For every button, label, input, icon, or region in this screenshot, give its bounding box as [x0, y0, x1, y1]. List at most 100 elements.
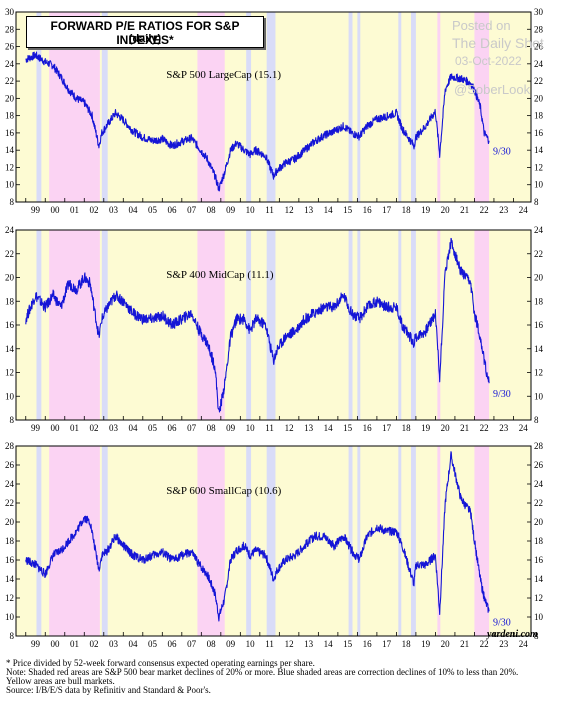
y-tick-label: 20: [5, 273, 15, 283]
bear-shading: [197, 230, 225, 420]
y-tick-label: 28: [5, 441, 15, 451]
x-tick-label: 20: [441, 639, 451, 649]
y-tick-label: 12: [534, 593, 543, 603]
x-tick-label: 22: [480, 205, 489, 215]
y-tick-label: 18: [534, 296, 544, 306]
x-tick-label: 09: [226, 205, 236, 215]
y-tick-label: 20: [5, 93, 15, 103]
x-tick-label: 24: [519, 423, 529, 433]
x-tick-label: 14: [324, 423, 334, 433]
y-tick-label: 24: [5, 479, 15, 489]
y-tick-label: 22: [534, 498, 543, 508]
x-tick-label: 24: [519, 639, 529, 649]
panel-3: 8 8 10 10 12 12 14 14 16 16 18 18 20 20 22 22 24 24 26 26 28…: [5, 441, 544, 649]
correction-shading: [246, 446, 252, 636]
correction-shading: [348, 446, 353, 636]
y-tick-label: 24: [534, 225, 544, 235]
correction-shading: [411, 12, 416, 202]
x-tick-label: 16: [363, 423, 373, 433]
correction-shading: [266, 446, 276, 636]
footnote-3: Yellow areas are bull markets.: [6, 676, 115, 686]
x-tick-label: 07: [187, 423, 197, 433]
x-tick-label: 01: [70, 205, 79, 215]
x-tick-label: 13: [304, 423, 314, 433]
correction-shading: [101, 230, 108, 420]
x-tick-label: 16: [363, 205, 373, 215]
correction-shading: [348, 12, 353, 202]
x-tick-label: 17: [382, 205, 392, 215]
x-tick-label: 99: [31, 205, 41, 215]
y-tick-label: 22: [5, 249, 14, 259]
y-tick-label: 14: [5, 344, 15, 354]
y-tick-label: 22: [534, 249, 543, 259]
correction-shading: [246, 12, 252, 202]
x-tick-label: 19: [421, 639, 431, 649]
x-tick-label: 08: [207, 205, 217, 215]
y-tick-label: 18: [534, 536, 544, 546]
x-tick-label: 12: [285, 639, 294, 649]
watermark-handle: @SoberLook: [454, 82, 531, 97]
y-tick-label: 16: [5, 320, 15, 330]
end-date-label: 9/30: [493, 147, 511, 158]
series-label: S&P 400 MidCap (11.1): [166, 269, 274, 281]
panel-2: 8 8 10 10 12 12 14 14 16 16 18 18 20 20 22 22 24 24 99 00 01…: [5, 225, 544, 433]
y-tick-label: 10: [5, 391, 15, 401]
correction-shading: [36, 12, 42, 202]
watermark-posted: Posted on: [452, 18, 511, 33]
x-tick-label: 01: [70, 639, 79, 649]
x-tick-label: 13: [304, 205, 314, 215]
y-tick-label: 12: [5, 593, 14, 603]
y-tick-label: 16: [5, 555, 15, 565]
chart-title: FORWARD P/E RATIOS FOR S&P INDEXES*: [50, 19, 240, 47]
correction-shading: [348, 230, 353, 420]
x-tick-label: 07: [187, 205, 197, 215]
y-tick-label: 28: [534, 441, 544, 451]
x-tick-label: 15: [343, 205, 353, 215]
x-tick-label: 17: [382, 639, 392, 649]
x-tick-label: 99: [31, 423, 41, 433]
y-tick-label: 12: [534, 368, 543, 378]
correction-shading: [266, 12, 276, 202]
x-tick-label: 08: [207, 423, 217, 433]
y-tick-label: 24: [534, 59, 544, 69]
x-tick-label: 06: [168, 205, 178, 215]
bear-shading: [437, 12, 441, 202]
y-tick-label: 14: [5, 145, 15, 155]
x-tick-label: 09: [226, 423, 236, 433]
x-tick-label: 03: [109, 639, 119, 649]
y-tick-label: 20: [5, 517, 15, 527]
x-tick-label: 22: [480, 639, 489, 649]
bear-shading: [197, 446, 225, 636]
x-tick-label: 23: [499, 423, 509, 433]
x-tick-label: 18: [402, 639, 412, 649]
y-tick-label: 12: [534, 162, 543, 172]
footnote-4: Source: I/B/E/S data by Refinitiv and St…: [6, 685, 211, 695]
x-tick-label: 06: [168, 423, 178, 433]
y-tick-label: 24: [5, 59, 15, 69]
x-tick-label: 19: [421, 205, 431, 215]
correction-shading: [411, 446, 416, 636]
x-tick-label: 05: [148, 205, 158, 215]
chart-title-box: FORWARD P/E RATIOS FOR S&P INDEXES* (dai…: [26, 16, 264, 48]
y-tick-label: 10: [5, 612, 15, 622]
x-tick-label: 21: [460, 423, 469, 433]
correction-shading: [36, 446, 42, 636]
y-tick-label: 8: [534, 631, 539, 641]
x-tick-label: 12: [285, 205, 294, 215]
x-tick-label: 99: [31, 639, 41, 649]
bear-shading: [437, 230, 441, 420]
y-tick-label: 26: [534, 42, 544, 52]
x-tick-label: 05: [148, 423, 158, 433]
x-tick-label: 21: [460, 205, 469, 215]
y-tick-label: 20: [534, 517, 544, 527]
correction-shading: [398, 12, 402, 202]
y-tick-label: 12: [5, 162, 14, 172]
y-tick-label: 8: [534, 415, 539, 425]
y-tick-label: 22: [534, 76, 543, 86]
bear-shading: [437, 446, 441, 636]
correction-shading: [357, 446, 361, 636]
x-tick-label: 11: [265, 639, 274, 649]
watermark-date: 03-Oct-2022: [455, 54, 522, 68]
